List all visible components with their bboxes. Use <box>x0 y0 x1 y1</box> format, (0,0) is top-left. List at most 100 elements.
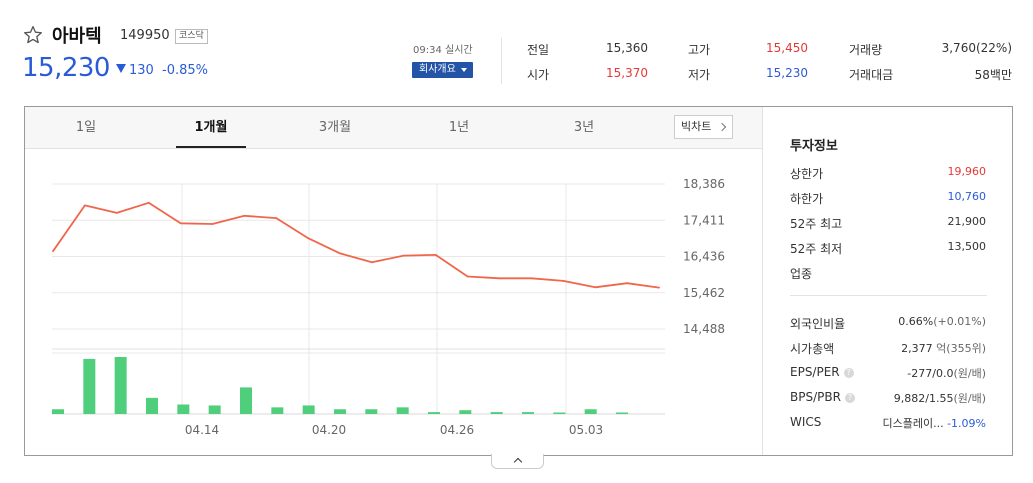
price-point <box>466 275 469 278</box>
investment-info-title: 투자정보 <box>790 139 838 154</box>
week52-low-label: 52주 최저 <box>790 242 843 256</box>
divider <box>501 38 502 84</box>
volume-bar <box>396 407 409 414</box>
lower-limit-label: 하한가 <box>790 192 824 206</box>
eps-per-unit: (원/배) <box>953 367 986 380</box>
foreign-ratio-value: 0.66%(+0.01%) <box>898 315 986 328</box>
tab-3months[interactable]: 3개월 <box>318 120 352 135</box>
period-tabs: 1일 1개월 3개월 1년 3년 빅차트 <box>25 107 762 149</box>
price-point <box>371 261 373 264</box>
foreign-ratio-number: 0.66% <box>898 315 934 328</box>
company-overview-label: 회사개요 <box>419 64 456 75</box>
volume-bar <box>459 410 472 414</box>
trade-amount-label: 거래대금 <box>849 68 894 82</box>
company-overview-button[interactable]: 회사개요 <box>412 62 473 78</box>
chevron-right-icon <box>717 122 727 132</box>
volume-bar <box>553 412 566 414</box>
bps-pbr-number: 9,882/1.55 <box>893 392 954 405</box>
y-tick-label: 14,488 <box>683 322 725 336</box>
volume-bar <box>302 405 315 414</box>
price-point <box>275 217 278 219</box>
sector-label: 업종 <box>790 267 813 281</box>
price-point <box>498 277 501 280</box>
wics-change: -1.09% <box>947 417 986 430</box>
tab-3years[interactable]: 3년 <box>573 120 595 135</box>
foreign-ratio-label: 외국인비율 <box>790 317 846 331</box>
bps-pbr-text: BPS/PBR <box>790 390 841 404</box>
trade-amount-value: 58백만 <box>974 68 1012 82</box>
price-point <box>83 204 86 207</box>
price-point <box>115 211 118 214</box>
eps-per-label: EPS/PER? <box>790 365 854 379</box>
upper-limit-label: 상한가 <box>790 167 824 181</box>
low-label: 저가 <box>688 68 711 82</box>
stock-header: 아바텍 149950 코스닥 15,230 130 -0.85% 09:34 실… <box>0 0 1033 100</box>
volume-bar <box>271 407 284 414</box>
volume-bar <box>52 409 64 414</box>
bigchart-button[interactable]: 빅차트 <box>674 115 733 139</box>
divider <box>762 107 763 455</box>
help-icon[interactable]: ? <box>843 368 854 378</box>
chevron-up-icon <box>513 457 523 467</box>
wics-sector: 디스플레이... <box>882 417 944 430</box>
price-point <box>307 237 310 240</box>
chart-panel: 1일 1개월 3개월 1년 3년 빅차트 18,386 17,411 16,436 1… <box>24 106 1013 456</box>
tab-1year[interactable]: 1년 <box>448 120 470 135</box>
wics-value[interactable]: 디스플레이... -1.09% <box>882 415 986 431</box>
price-change-percent: -0.85% <box>162 63 208 78</box>
volume-bar <box>584 409 597 414</box>
price-point <box>562 280 565 282</box>
market-cap-value: 2,377 억(355위) <box>901 340 986 356</box>
price-point <box>147 201 150 204</box>
market-cap-number: 2,377 <box>901 342 933 355</box>
realtime-timestamp: 09:34 실시간 <box>413 45 473 56</box>
upper-limit-value: 19,960 <box>947 165 987 178</box>
x-tick-label: 04.26 <box>440 423 474 437</box>
tab-1month[interactable]: 1개월 <box>176 107 246 148</box>
x-tick-label: 04.20 <box>312 423 346 437</box>
eps-per-text: EPS/PER <box>790 365 840 379</box>
divider <box>790 295 987 296</box>
price-point <box>179 222 182 225</box>
prev-close-value: 15,360 <box>606 41 648 55</box>
volume-bar <box>365 409 378 414</box>
prev-close-label: 전일 <box>527 43 550 57</box>
volume-bar <box>616 412 628 414</box>
week52-low-value: 13,500 <box>947 240 987 253</box>
volume-bar <box>114 357 127 414</box>
price-point <box>594 286 597 289</box>
price-change: 130 <box>129 63 154 78</box>
volume-bar <box>146 397 158 414</box>
week52-high-value: 21,900 <box>947 215 987 228</box>
price-point <box>402 254 405 257</box>
market-badge: 코스닥 <box>175 29 208 44</box>
volume-bar <box>490 412 503 414</box>
price-chart: 18,386 17,411 16,436 15,462 14,488 04.14 04.20… <box>52 177 725 437</box>
price-point <box>434 254 437 256</box>
price-point <box>243 214 246 217</box>
market-cap-rank: 억(355위) <box>936 342 986 355</box>
low-value: 15,230 <box>766 66 808 80</box>
volume-bar <box>240 387 252 414</box>
bps-pbr-unit: (원/배) <box>953 392 986 405</box>
stock-code: 149950 <box>120 28 170 43</box>
price-point <box>626 282 629 285</box>
bigchart-label: 빅차트 <box>681 120 712 133</box>
y-tick-label: 15,462 <box>683 286 725 300</box>
open-value: 15,370 <box>606 66 648 80</box>
expand-toggle[interactable] <box>491 454 544 469</box>
y-tick-label: 16,436 <box>683 250 725 264</box>
tab-1day[interactable]: 1일 <box>75 120 97 135</box>
help-icon[interactable]: ? <box>844 393 855 403</box>
volume-bar <box>334 409 346 414</box>
volume-value: 3,760(22%) <box>941 41 1012 55</box>
y-tick-label: 17,411 <box>683 213 725 227</box>
y-tick-label: 18,386 <box>683 177 725 191</box>
wics-label: WICS <box>790 415 822 429</box>
caret-down-icon <box>461 68 467 72</box>
star-icon[interactable] <box>23 25 43 45</box>
volume-bar <box>208 405 221 414</box>
down-arrow-icon <box>116 64 126 73</box>
x-tick-label: 04.14 <box>185 423 219 437</box>
eps-per-value: -277/0.0(원/배) <box>907 365 986 381</box>
